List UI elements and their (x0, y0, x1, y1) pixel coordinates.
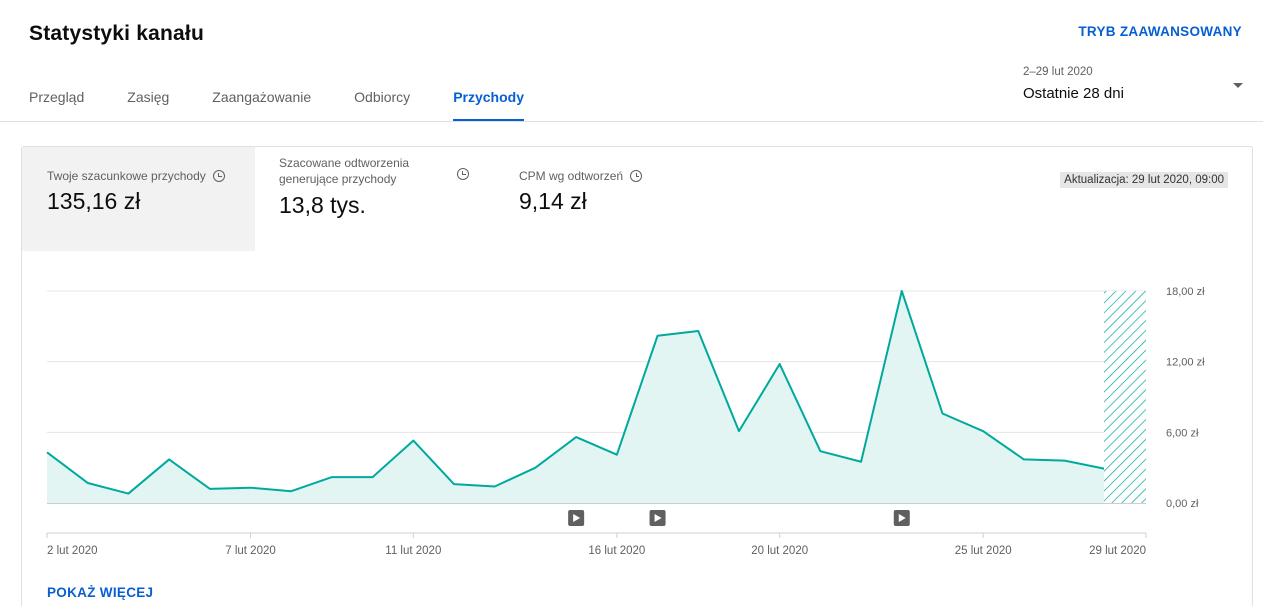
date-range-dates: 2–29 lut 2020 (1023, 66, 1247, 78)
video-published-icon[interactable] (568, 510, 584, 526)
date-range-picker[interactable]: 2–29 lut 2020 Ostatnie 28 dni (1023, 66, 1247, 102)
header-divider (0, 121, 1263, 122)
page-title: Statystyki kanału (29, 22, 204, 46)
incomplete-data-hatch (1104, 291, 1146, 503)
date-range-label: Ostatnie 28 dni (1023, 85, 1247, 102)
advanced-mode-button[interactable]: TRYB ZAAWANSOWANY (1078, 24, 1242, 39)
x-tick-label: 25 lut 2020 (955, 545, 1012, 557)
tab-bar: Przegląd Zasięg Zaangażowanie Odbiorcy P… (29, 89, 567, 122)
revenue-card: Twoje szacunkowe przychody 135,16 zł Sza… (21, 146, 1253, 606)
video-published-icon[interactable] (894, 510, 910, 526)
x-tick-label: 16 lut 2020 (588, 545, 645, 557)
tab-revenue[interactable]: Przychody (453, 89, 524, 122)
y-tick-label: 0,00 zł (1166, 498, 1199, 510)
series-area (47, 291, 1105, 503)
x-tick-label: 29 lut 2020 (1089, 545, 1146, 557)
tab-engagement[interactable]: Zaangażowanie (212, 89, 311, 122)
x-tick-label: 7 lut 2020 (225, 545, 276, 557)
y-tick-label: 18,00 zł (1166, 286, 1205, 298)
video-published-icon[interactable] (650, 510, 666, 526)
tab-overview[interactable]: Przegląd (29, 89, 84, 122)
tab-reach[interactable]: Zasięg (127, 89, 169, 122)
x-tick-label: 20 lut 2020 (751, 545, 808, 557)
y-tick-label: 12,00 zł (1166, 357, 1205, 369)
x-tick-label: 2 lut 2020 (47, 545, 98, 557)
revenue-chart[interactable]: 0,00 zł 6,00 zł 12,00 zł 18,00 zł 2 lut 2020… (22, 147, 1254, 577)
y-tick-label: 6,00 zł (1166, 427, 1199, 439)
show-more-button[interactable]: POKAŻ WIĘCEJ (47, 585, 153, 600)
dropdown-arrow-icon (1233, 83, 1243, 88)
tab-audience[interactable]: Odbiorcy (354, 89, 410, 122)
x-tick-label: 11 lut 2020 (385, 545, 441, 557)
